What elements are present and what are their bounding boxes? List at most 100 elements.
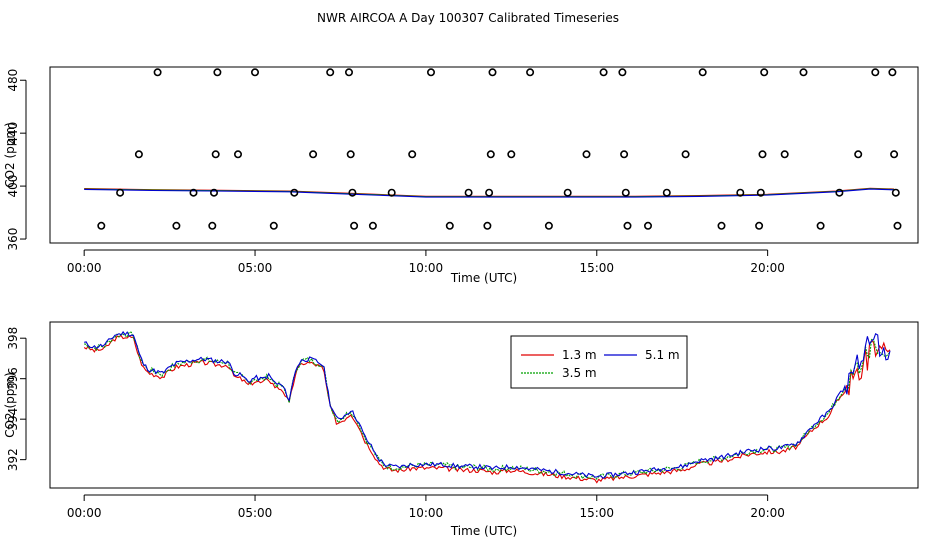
data-point <box>526 68 535 77</box>
top-x-tick-label: 15:00 <box>579 261 614 275</box>
bottom-series-lines <box>83 330 891 484</box>
data-point <box>210 188 219 197</box>
top-x-tick-label: 10:00 <box>409 261 444 275</box>
data-point <box>290 188 299 197</box>
data-point <box>387 188 396 197</box>
data-point <box>348 188 357 197</box>
data-point <box>350 221 359 230</box>
bottom-x-tick-label: 05:00 <box>238 506 273 520</box>
data-point <box>563 188 572 197</box>
data-point <box>486 150 495 159</box>
data-point <box>816 221 825 230</box>
top-y-tick-label: 400 <box>6 175 20 198</box>
top-y-tick-label: 480 <box>6 69 20 92</box>
data-point <box>485 188 494 197</box>
top-y-tick-label: 440 <box>6 122 20 145</box>
bottom-x-tick-label: 00:00 <box>67 506 102 520</box>
data-point <box>755 221 764 230</box>
bottom-x-label: Time (UTC) <box>450 524 517 538</box>
legend-box <box>510 335 688 389</box>
data-point <box>621 188 630 197</box>
data-point <box>234 150 243 159</box>
bottom-plot-frame <box>49 321 919 489</box>
bottom-x-axis: 00:00 05:00 10:00 15:00 20:00 <box>67 494 785 520</box>
data-point <box>643 221 652 230</box>
data-point <box>760 68 769 77</box>
data-point <box>681 150 690 159</box>
data-point <box>618 68 627 77</box>
data-point <box>890 150 899 159</box>
top-panel: 360 400 440 480 00:00 05:00 10:00 15:00 20:00 T… <box>3 66 919 285</box>
data-point <box>893 221 902 230</box>
data-point <box>208 221 217 230</box>
bottom-panel: 392 394 396 398 00:00 05:00 10:00 15:00 20:00 T… <box>3 321 919 538</box>
legend-label-2: 3.5 m <box>562 366 597 380</box>
top-y-label: CO2 (ppm) <box>3 122 17 188</box>
data-point <box>134 150 143 159</box>
bottom-x-tick-label: 15:00 <box>579 506 614 520</box>
bottom-y-tick-label: 396 <box>6 367 20 390</box>
chart-title: NWR AIRCOA A Day 100307 Calibrated Times… <box>317 11 619 25</box>
data-point <box>211 150 220 159</box>
top-points <box>97 68 902 230</box>
bottom-y-axis: 392 394 396 398 <box>6 327 27 471</box>
top-x-tick-label: 20:00 <box>750 261 785 275</box>
data-point <box>97 221 106 230</box>
data-point <box>344 68 353 77</box>
data-point <box>620 150 629 159</box>
data-point <box>251 68 260 77</box>
data-point <box>189 188 198 197</box>
top-y-axis: 360 400 440 480 <box>6 69 27 251</box>
data-point <box>309 150 318 159</box>
data-point <box>544 221 553 230</box>
bottom-x-tick-label: 20:00 <box>750 506 785 520</box>
data-point <box>116 188 125 197</box>
data-point <box>269 221 278 230</box>
top-plot-frame <box>49 66 919 244</box>
data-point <box>464 188 473 197</box>
data-point <box>736 188 745 197</box>
data-point <box>698 68 707 77</box>
data-point <box>871 68 880 77</box>
legend: 1.3 m 5.1 m 3.5 m <box>510 335 688 389</box>
bottom-y-label: CO2 (ppm) <box>3 372 17 438</box>
top-x-tick-label: 05:00 <box>238 261 273 275</box>
data-point <box>153 68 162 77</box>
series-line-3 <box>84 330 891 479</box>
series-line-2 <box>84 331 891 480</box>
bottom-y-tick-label: 394 <box>6 408 20 431</box>
data-point <box>891 188 900 197</box>
data-point <box>799 68 808 77</box>
legend-label-3: 5.1 m <box>645 348 680 362</box>
data-point <box>368 221 377 230</box>
data-point <box>758 150 767 159</box>
data-point <box>854 150 863 159</box>
data-point <box>426 68 435 77</box>
data-point <box>346 150 355 159</box>
data-point <box>408 150 417 159</box>
data-point <box>662 188 671 197</box>
top-y-tick-label: 360 <box>6 228 20 251</box>
data-point <box>756 188 765 197</box>
data-point <box>488 68 497 77</box>
data-point <box>213 68 222 77</box>
data-point <box>888 68 897 77</box>
bottom-y-tick-label: 392 <box>6 448 20 471</box>
data-point <box>835 188 844 197</box>
top-x-label: Time (UTC) <box>450 271 517 285</box>
legend-label-1: 1.3 m <box>562 348 597 362</box>
data-point <box>599 68 608 77</box>
data-point <box>445 221 454 230</box>
top-trend-line <box>84 188 895 198</box>
data-point <box>780 150 789 159</box>
top-trend-lines <box>84 187 895 198</box>
data-point <box>172 221 181 230</box>
top-x-tick-label: 00:00 <box>67 261 102 275</box>
data-point <box>483 221 492 230</box>
series-line-1 <box>83 334 891 484</box>
data-point <box>582 150 591 159</box>
bottom-y-tick-label: 398 <box>6 327 20 350</box>
bottom-x-tick-label: 10:00 <box>409 506 444 520</box>
data-point <box>507 150 516 159</box>
